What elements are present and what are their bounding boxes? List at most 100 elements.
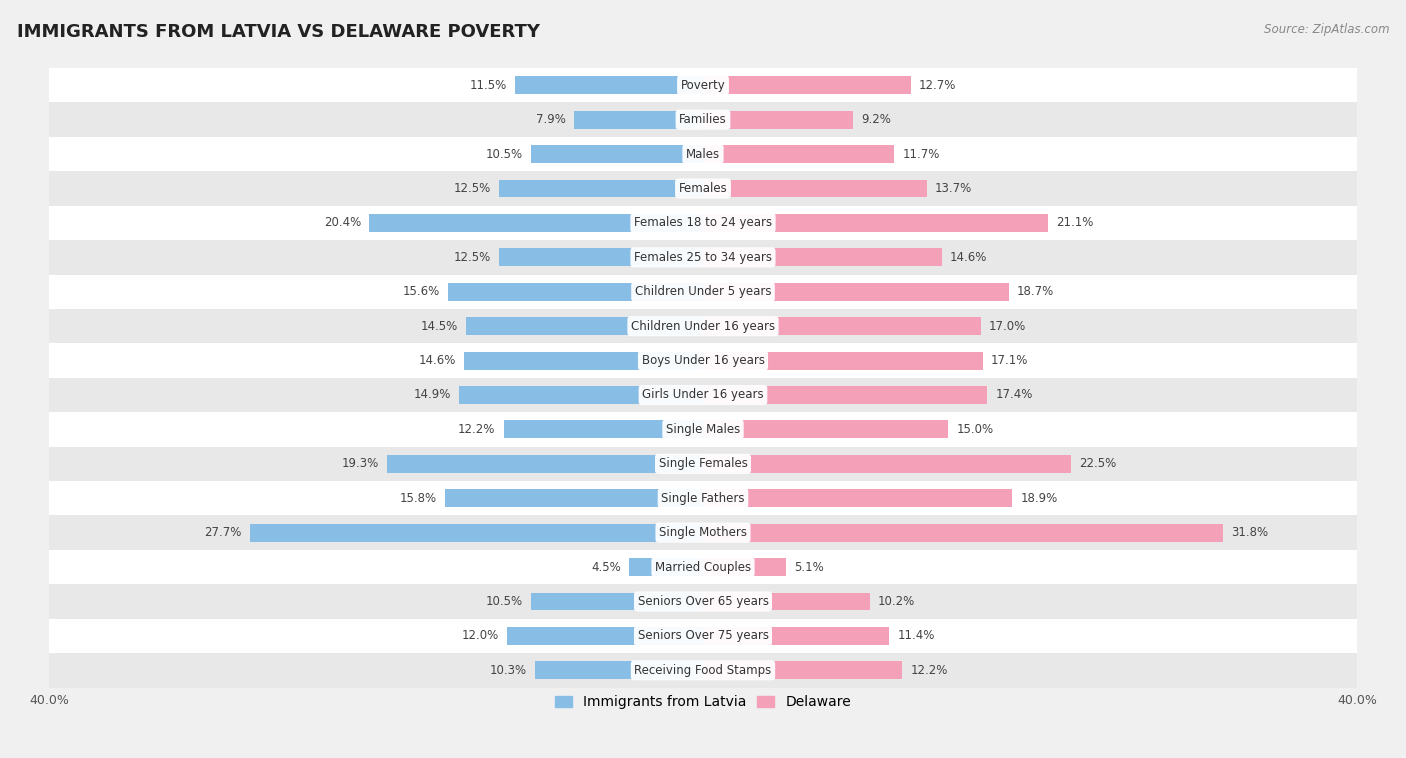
Bar (49, 584, 1357, 619)
Bar (703, 558, 786, 576)
Bar (49, 205, 1357, 240)
Text: 15.6%: 15.6% (402, 285, 440, 298)
Bar (250, 524, 703, 542)
Bar (703, 180, 927, 197)
Bar (531, 593, 703, 610)
Bar (630, 558, 703, 576)
Bar (703, 421, 948, 438)
Bar (703, 524, 1223, 542)
Bar (49, 240, 1357, 274)
Text: 18.9%: 18.9% (1021, 492, 1057, 505)
Bar (370, 214, 703, 232)
Bar (703, 662, 903, 679)
Bar (703, 214, 1047, 232)
Bar (703, 145, 894, 163)
Bar (49, 343, 1357, 377)
Bar (49, 653, 1357, 688)
Bar (531, 145, 703, 163)
Bar (499, 249, 703, 266)
Text: Families: Families (679, 113, 727, 126)
Bar (464, 352, 703, 370)
Text: 10.5%: 10.5% (486, 148, 523, 161)
Bar (49, 550, 1357, 584)
Text: Females: Females (679, 182, 727, 195)
Text: Children Under 16 years: Children Under 16 years (631, 320, 775, 333)
Text: 14.5%: 14.5% (420, 320, 458, 333)
Text: 14.9%: 14.9% (413, 389, 451, 402)
Bar (49, 515, 1357, 550)
Legend: Immigrants from Latvia, Delaware: Immigrants from Latvia, Delaware (550, 690, 856, 715)
Text: Boys Under 16 years: Boys Under 16 years (641, 354, 765, 367)
Bar (49, 481, 1357, 515)
Bar (49, 377, 1357, 412)
Text: 20.4%: 20.4% (323, 217, 361, 230)
Text: 17.4%: 17.4% (995, 389, 1033, 402)
Text: Seniors Over 75 years: Seniors Over 75 years (637, 629, 769, 642)
Bar (49, 619, 1357, 653)
Text: 13.7%: 13.7% (935, 182, 973, 195)
Bar (49, 102, 1357, 137)
Text: 12.5%: 12.5% (453, 251, 491, 264)
Text: 31.8%: 31.8% (1232, 526, 1268, 539)
Bar (703, 593, 870, 610)
Text: 12.5%: 12.5% (453, 182, 491, 195)
Text: 12.0%: 12.0% (461, 629, 499, 642)
Bar (49, 171, 1357, 205)
Text: Poverty: Poverty (681, 79, 725, 92)
Text: 12.2%: 12.2% (458, 423, 495, 436)
Text: 7.9%: 7.9% (536, 113, 565, 126)
Text: Females 25 to 34 years: Females 25 to 34 years (634, 251, 772, 264)
Text: 10.5%: 10.5% (486, 595, 523, 608)
Bar (703, 386, 987, 404)
Bar (703, 490, 1012, 507)
Bar (49, 137, 1357, 171)
Text: Males: Males (686, 148, 720, 161)
Bar (49, 309, 1357, 343)
Bar (49, 412, 1357, 446)
Text: 12.7%: 12.7% (918, 79, 956, 92)
Bar (703, 352, 983, 370)
Text: 18.7%: 18.7% (1017, 285, 1054, 298)
Text: 10.2%: 10.2% (877, 595, 915, 608)
Text: 5.1%: 5.1% (794, 561, 824, 574)
Text: 11.7%: 11.7% (903, 148, 939, 161)
Bar (703, 111, 853, 129)
Bar (703, 249, 942, 266)
Text: 17.1%: 17.1% (991, 354, 1028, 367)
Bar (49, 446, 1357, 481)
Text: Married Couples: Married Couples (655, 561, 751, 574)
Bar (503, 421, 703, 438)
Bar (460, 386, 703, 404)
Text: Receiving Food Stamps: Receiving Food Stamps (634, 664, 772, 677)
Bar (49, 68, 1357, 102)
Bar (49, 274, 1357, 309)
Text: 10.3%: 10.3% (489, 664, 526, 677)
Bar (465, 317, 703, 335)
Text: 14.6%: 14.6% (950, 251, 987, 264)
Text: 22.5%: 22.5% (1078, 457, 1116, 470)
Text: 9.2%: 9.2% (862, 113, 891, 126)
Text: 21.1%: 21.1% (1056, 217, 1094, 230)
Text: Seniors Over 65 years: Seniors Over 65 years (637, 595, 769, 608)
Bar (574, 111, 703, 129)
Bar (444, 490, 703, 507)
Text: IMMIGRANTS FROM LATVIA VS DELAWARE POVERTY: IMMIGRANTS FROM LATVIA VS DELAWARE POVER… (17, 23, 540, 41)
Text: 11.4%: 11.4% (897, 629, 935, 642)
Bar (703, 317, 981, 335)
Bar (506, 627, 703, 645)
Bar (703, 77, 911, 94)
Text: 15.0%: 15.0% (956, 423, 994, 436)
Text: Females 18 to 24 years: Females 18 to 24 years (634, 217, 772, 230)
Text: Single Mothers: Single Mothers (659, 526, 747, 539)
Bar (388, 455, 703, 473)
Text: Girls Under 16 years: Girls Under 16 years (643, 389, 763, 402)
Text: Source: ZipAtlas.com: Source: ZipAtlas.com (1264, 23, 1389, 36)
Bar (703, 283, 1008, 301)
Text: 27.7%: 27.7% (204, 526, 242, 539)
Text: 14.6%: 14.6% (419, 354, 456, 367)
Bar (449, 283, 703, 301)
Bar (703, 455, 1071, 473)
Text: 15.8%: 15.8% (399, 492, 436, 505)
Text: 12.2%: 12.2% (911, 664, 948, 677)
Text: Children Under 5 years: Children Under 5 years (634, 285, 772, 298)
